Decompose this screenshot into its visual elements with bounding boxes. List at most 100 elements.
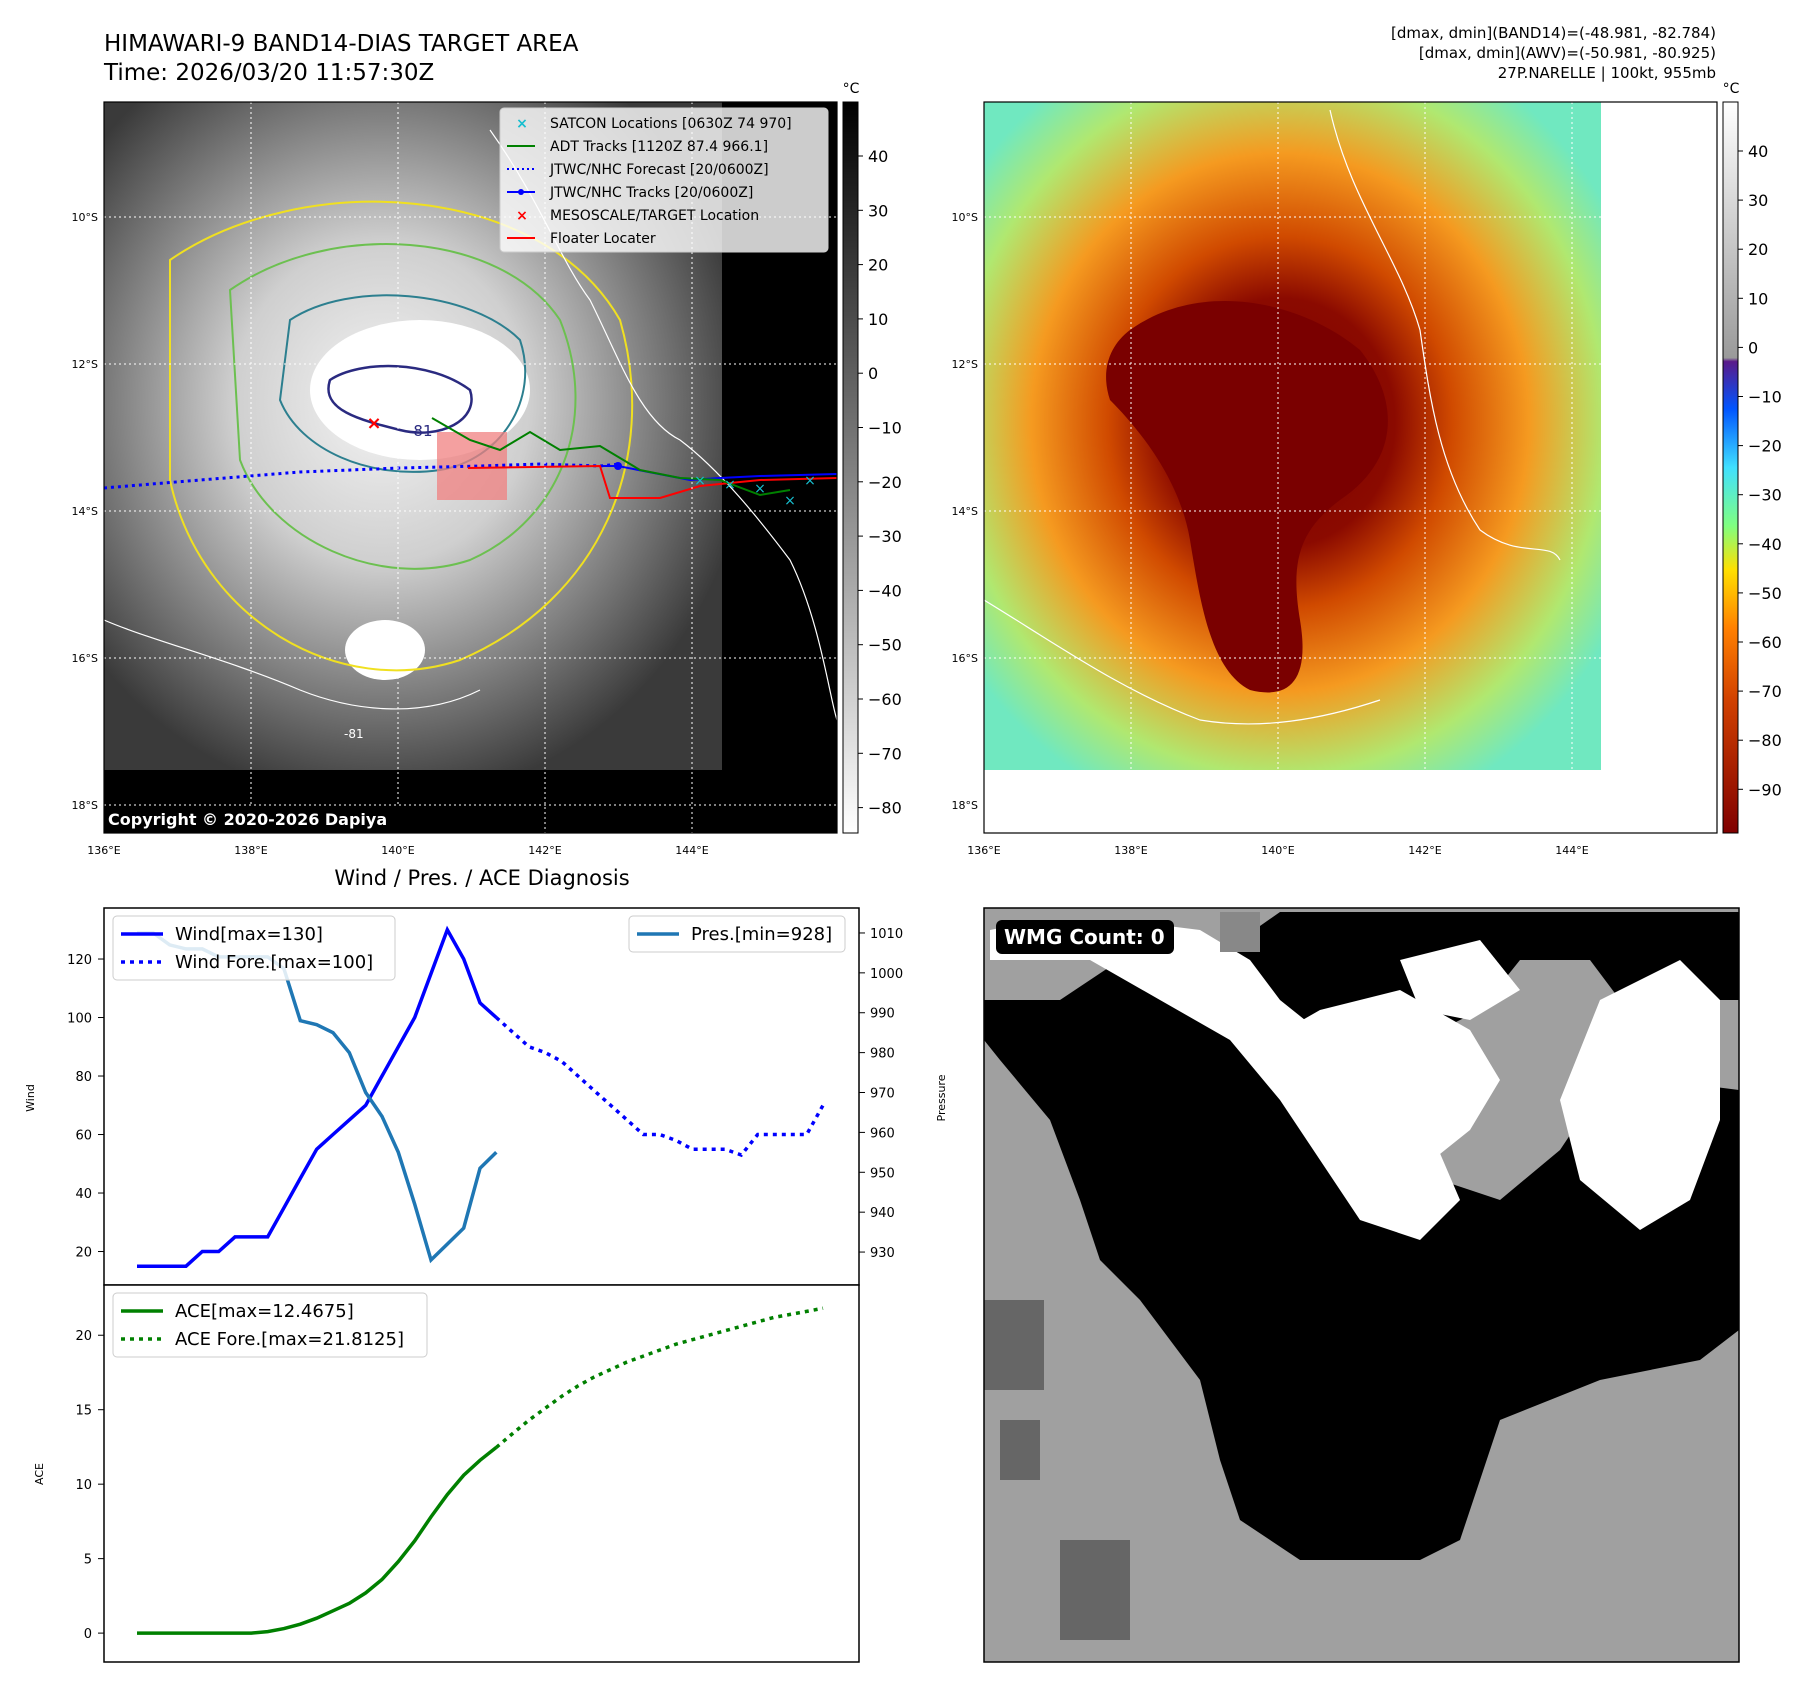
contour-yellow bbox=[169, 200, 634, 672]
wmg-dark-gray-region bbox=[984, 1300, 1044, 1390]
colorbar-tick-label: −30 bbox=[1748, 486, 1782, 505]
chart-legend-label: ACE Fore.[max=21.8125] bbox=[175, 1329, 404, 1350]
pressure-axis-label: Pressure bbox=[935, 1074, 948, 1121]
y-tick-label: 60 bbox=[75, 1129, 92, 1144]
wmg-badge: WMG Count: 0 bbox=[1004, 925, 1165, 949]
colorbar-tick-label: −70 bbox=[868, 744, 902, 763]
colorbar-tick-label: −30 bbox=[868, 527, 902, 546]
contour-teal bbox=[278, 294, 527, 473]
legend-label: ADT Tracks [1120Z 87.4 966.1] bbox=[550, 139, 768, 155]
cold-core bbox=[1106, 301, 1388, 693]
lon-tick-label: 138°E bbox=[1114, 844, 1147, 857]
colorbar-tick-label: 10 bbox=[1748, 289, 1768, 308]
adt-track bbox=[431, 417, 791, 497]
colorbar-tick-label: −80 bbox=[1748, 731, 1782, 750]
colorbar-tick-label: 10 bbox=[868, 310, 888, 329]
legend-marker: × bbox=[516, 116, 528, 132]
legend-label: SATCON Locations [0630Z 74 970] bbox=[550, 116, 792, 132]
wmg-badge-bg bbox=[996, 920, 1174, 954]
y-tick-label: 120 bbox=[67, 953, 92, 968]
satcon-location-marker: × bbox=[804, 473, 816, 489]
y2-tick-label: 970 bbox=[870, 1087, 895, 1102]
contour-label-2: -81 bbox=[408, 422, 433, 440]
y2-tick-label: 960 bbox=[870, 1126, 895, 1141]
jtwc-track-point bbox=[614, 462, 622, 470]
y-tick-label: 10 bbox=[75, 1478, 92, 1493]
y-tick-label: 100 bbox=[67, 1012, 92, 1027]
satcon-location-marker: × bbox=[754, 481, 766, 497]
figure-title: HIMAWARI-9 BAND14-DIAS TARGET AREA bbox=[104, 31, 579, 57]
colorbar-tick-label: 30 bbox=[1748, 191, 1768, 210]
satcon-location-marker: × bbox=[694, 473, 706, 489]
colorbar-tick-label: −40 bbox=[1748, 535, 1782, 554]
info-band14: [dmax, dmin](BAND14)=(-48.981, -82.784) bbox=[1391, 24, 1716, 42]
lat-tick-label: 14°S bbox=[952, 505, 978, 518]
y2-tick-label: 950 bbox=[870, 1166, 895, 1181]
chart-legend-label: Wind[max=130] bbox=[175, 924, 323, 945]
colorbar-tick-label: −10 bbox=[868, 419, 902, 438]
lon-tick-label: 142°E bbox=[1408, 844, 1441, 857]
y-tick-label: 20 bbox=[75, 1246, 92, 1261]
legend-label: Floater Locater bbox=[550, 231, 656, 247]
series-line bbox=[495, 1306, 824, 1449]
colorbar-tick-label: −50 bbox=[1748, 584, 1782, 603]
lat-tick-label: 10°S bbox=[952, 211, 978, 224]
lat-tick-label: 16°S bbox=[72, 652, 98, 665]
colorbar-tick-label: −70 bbox=[1748, 682, 1782, 701]
wind-pressure-chart: 20 40 60 80 100 120 930 940 950 960 970 980 990 1000… bbox=[24, 907, 948, 1286]
colorbar-tick-label: −20 bbox=[1748, 437, 1782, 456]
lat-tick-label: 12°S bbox=[72, 358, 98, 371]
colorbar-gray-unit: °C bbox=[843, 81, 860, 97]
chart-legend-label: Wind Fore.[max=100] bbox=[175, 952, 373, 973]
colorbar-tick-label: −50 bbox=[868, 636, 902, 655]
map-ir-color bbox=[983, 101, 1718, 834]
colorbar-tick-label: −20 bbox=[868, 473, 902, 492]
coastline-2 bbox=[1329, 109, 1561, 561]
legend-label: MESOSCALE/TARGET Location bbox=[550, 208, 759, 224]
colorbar-tick-label: 40 bbox=[868, 147, 888, 166]
y2-tick-label: 930 bbox=[870, 1246, 895, 1261]
wmg-cold-region bbox=[984, 912, 1739, 1560]
colorbar-gray: °C 40 30 20 10 0 −10 −20 −30 −40 −50 −60 −70 −80 bbox=[842, 81, 902, 834]
lon-tick-label: 142°E bbox=[528, 844, 561, 857]
y-tick-label: 40 bbox=[75, 1187, 92, 1202]
legend-label: JTWC/NHC Tracks [20/0600Z] bbox=[549, 185, 753, 201]
y2-tick-label: 1010 bbox=[870, 927, 903, 942]
y-tick-label: 20 bbox=[75, 1329, 92, 1344]
copyright: Copyright © 2020-2026 Dapiya bbox=[108, 810, 387, 829]
colorbar-tick-label: 20 bbox=[868, 256, 888, 275]
y-tick-label: 0 bbox=[84, 1627, 92, 1642]
figure-time: Time: 2026/03/20 11:57:30Z bbox=[103, 60, 434, 86]
floater-locater-track bbox=[467, 464, 837, 499]
contour-81 bbox=[327, 364, 473, 434]
wind-axis-label: Wind bbox=[24, 1084, 37, 1112]
lat-tick-label: 12°S bbox=[952, 358, 978, 371]
legend-label: JTWC/NHC Forecast [20/0600Z] bbox=[549, 162, 769, 178]
lat-tick-label: 18°S bbox=[72, 799, 98, 812]
colorbar-tick-label: 40 bbox=[1748, 142, 1768, 161]
ace-chart: 0 5 10 15 20 ACE ACE[max=12.4675] ACE Fore.[m… bbox=[33, 1284, 860, 1663]
colorbar-color: °C 40 30 20 10 0 −10 −20 −30 −40 −50 −60 −70 −80 −90 bbox=[1722, 81, 1782, 834]
colorbar-color-unit: °C bbox=[1723, 81, 1740, 97]
y2-tick-label: 990 bbox=[870, 1007, 895, 1022]
lon-tick-label: 136°E bbox=[87, 844, 120, 857]
series-line bbox=[137, 925, 498, 1268]
y2-tick-label: 940 bbox=[870, 1206, 895, 1221]
jtwc-forecast-track bbox=[104, 462, 621, 490]
lon-tick-label: 140°E bbox=[1261, 844, 1294, 857]
wmg-panel: WMG Count: 0 bbox=[983, 907, 1740, 1663]
info-storm: 27P.NARELLE | 100kt, 955mb bbox=[1498, 64, 1716, 82]
wmg-white-region bbox=[990, 920, 1460, 1240]
y-tick-label: 80 bbox=[75, 1070, 92, 1085]
lat-tick-label: 14°S bbox=[72, 505, 98, 518]
series-line bbox=[137, 1446, 498, 1635]
lon-tick-label: 140°E bbox=[381, 844, 414, 857]
ace-axis-label: ACE bbox=[33, 1463, 46, 1485]
colorbar-tick-label: −40 bbox=[868, 581, 902, 600]
colorbar-tick-label: 20 bbox=[1748, 240, 1768, 259]
colorbar-tick-label: −90 bbox=[1748, 780, 1782, 799]
lat-tick-label: 16°S bbox=[952, 652, 978, 665]
satcon-location-marker: × bbox=[724, 477, 736, 493]
target-location-marker: × bbox=[366, 413, 381, 434]
